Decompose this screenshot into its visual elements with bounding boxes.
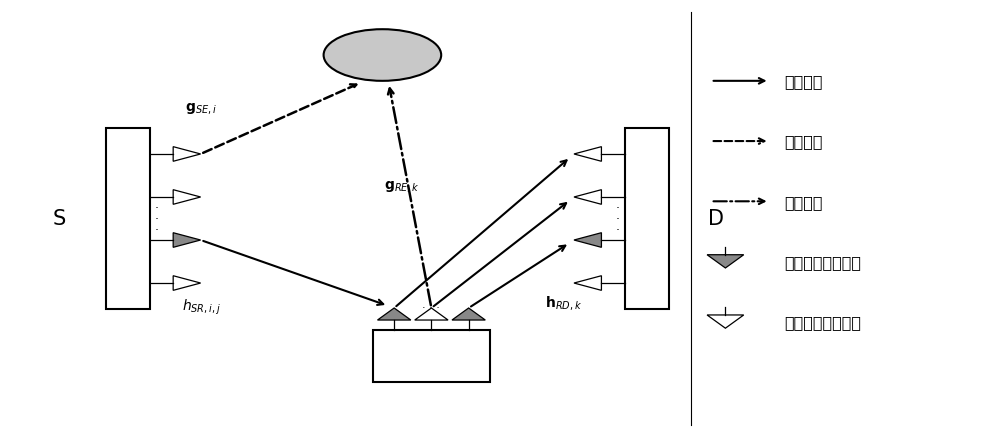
Text: 所选择的发送天线: 所选择的发送天线 xyxy=(784,254,861,269)
Text: 干扰信道: 干扰信道 xyxy=(784,194,823,209)
Text: S: S xyxy=(52,209,66,229)
Text: $\mathbf{h}_{RD,k}$: $\mathbf{h}_{RD,k}$ xyxy=(545,294,582,312)
Polygon shape xyxy=(378,308,411,320)
Polygon shape xyxy=(173,233,201,248)
Text: ·
·
·: · · · xyxy=(616,201,620,237)
Polygon shape xyxy=(707,255,744,268)
Circle shape xyxy=(324,30,441,81)
Text: · · ·: · · · xyxy=(422,302,440,312)
Text: E: E xyxy=(376,46,389,66)
FancyBboxPatch shape xyxy=(106,129,150,309)
Polygon shape xyxy=(574,147,601,162)
Text: D: D xyxy=(708,209,724,229)
Polygon shape xyxy=(707,315,744,328)
Text: $\mathbf{g}_{SE,i}$: $\mathbf{g}_{SE,i}$ xyxy=(185,102,217,117)
Polygon shape xyxy=(173,276,201,291)
Polygon shape xyxy=(173,190,201,205)
Text: 窃听信道: 窃听信道 xyxy=(784,134,823,149)
Polygon shape xyxy=(574,233,601,248)
Polygon shape xyxy=(574,276,601,291)
Polygon shape xyxy=(452,308,485,320)
Polygon shape xyxy=(173,147,201,162)
Text: $\mathbf{g}_{RE,k}$: $\mathbf{g}_{RE,k}$ xyxy=(384,179,420,194)
Text: ·
·
·: · · · xyxy=(155,201,159,237)
Text: $h_{SR,i,j}$: $h_{SR,i,j}$ xyxy=(182,297,221,317)
FancyBboxPatch shape xyxy=(625,129,669,309)
Polygon shape xyxy=(415,308,448,320)
Text: R: R xyxy=(424,346,439,366)
Text: 合法信道: 合法信道 xyxy=(784,74,823,89)
Polygon shape xyxy=(574,190,601,205)
Text: 所选择的接收天线: 所选择的接收天线 xyxy=(784,314,861,329)
FancyBboxPatch shape xyxy=(373,331,490,382)
